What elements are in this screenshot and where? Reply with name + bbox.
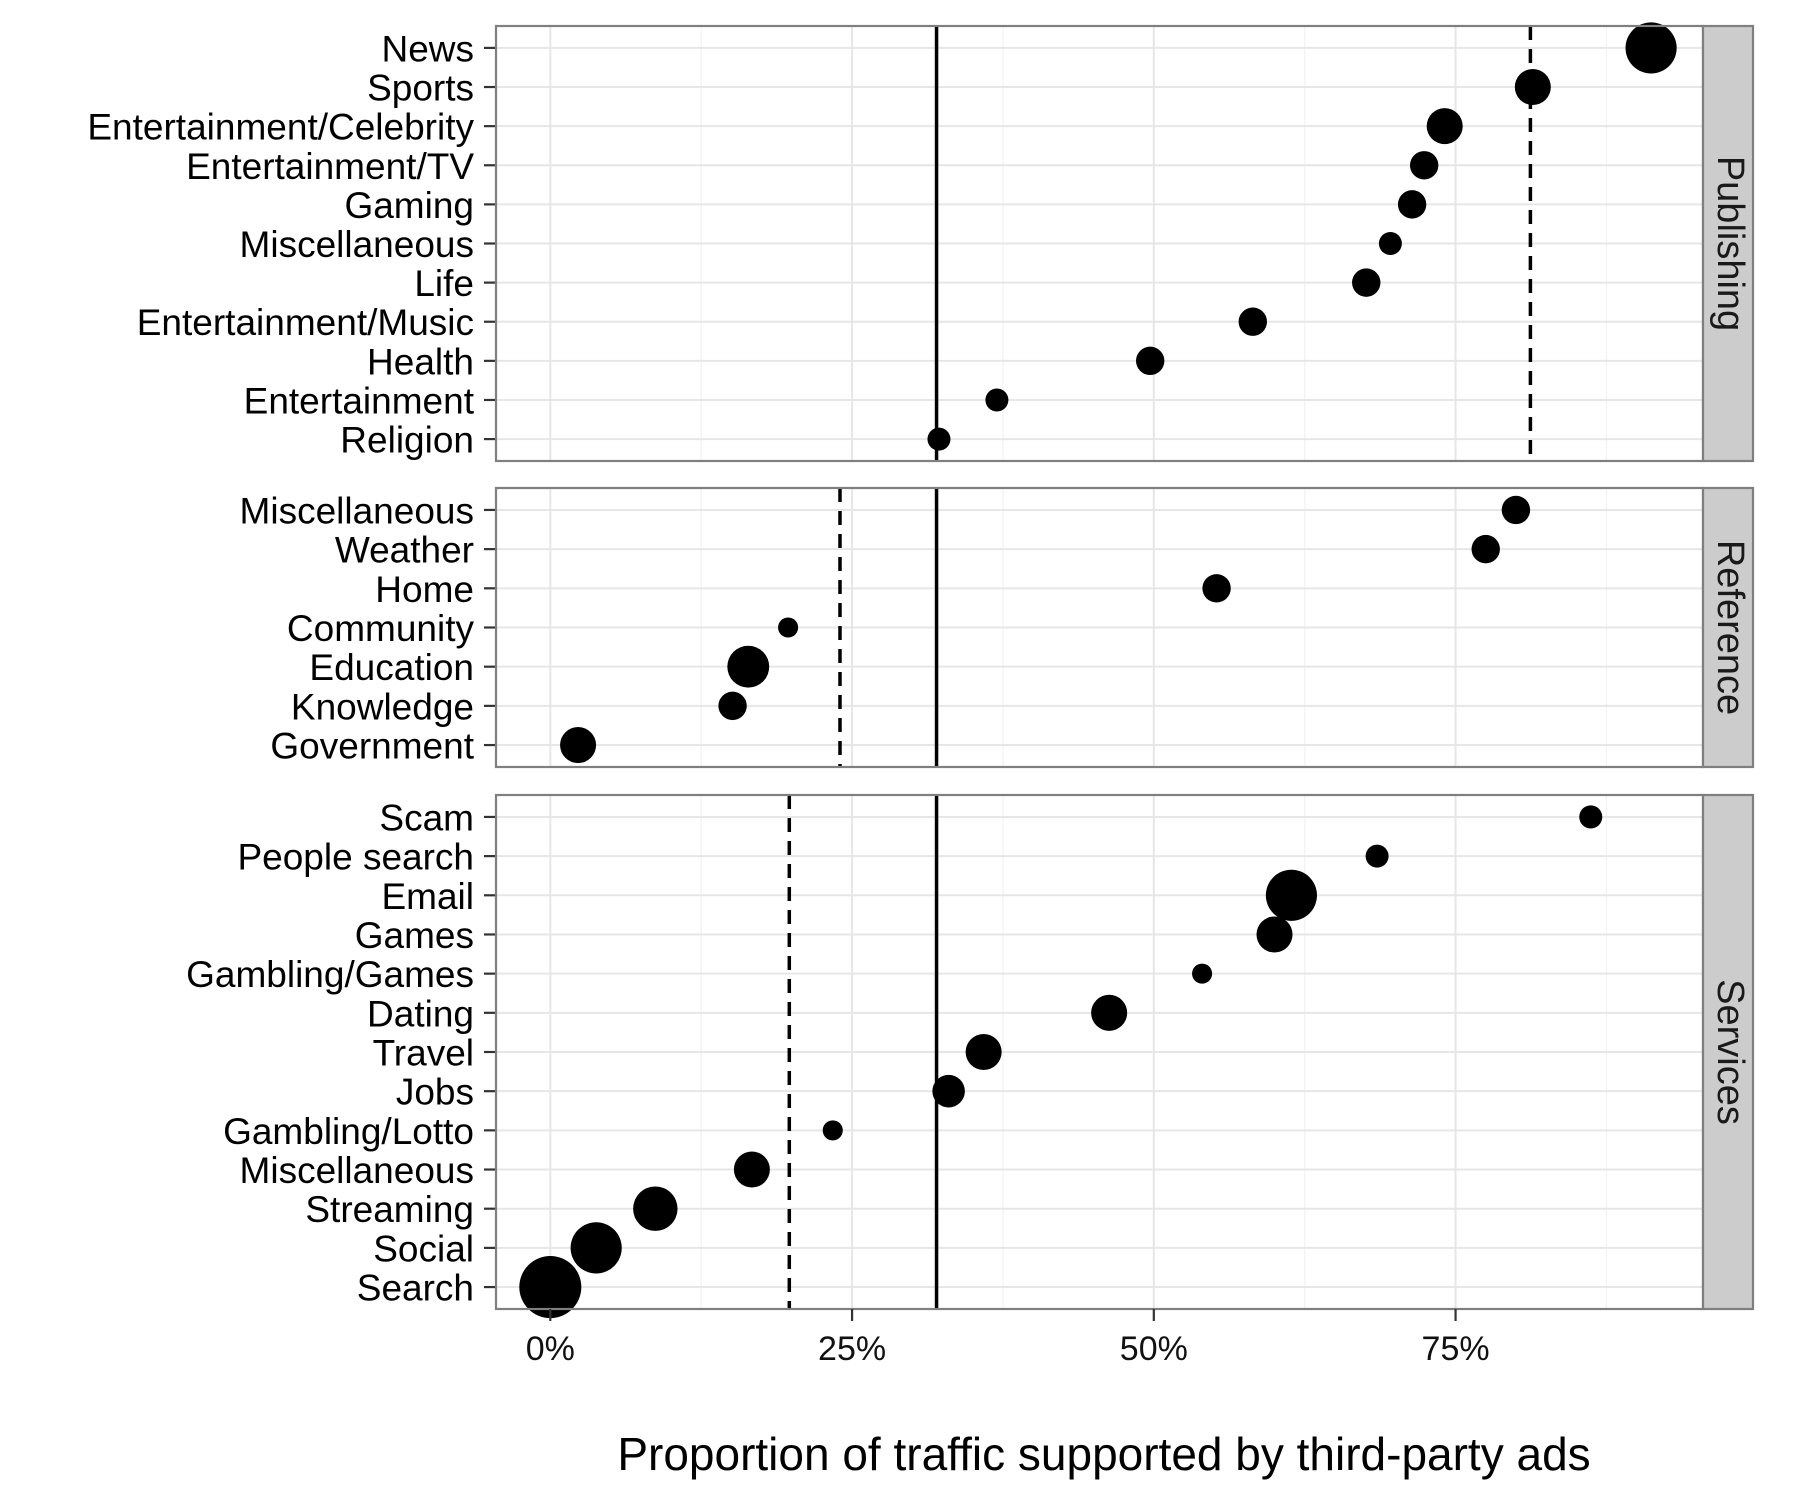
data-point	[727, 645, 770, 688]
category-label: Gaming	[344, 185, 474, 226]
data-point	[778, 617, 799, 638]
category-label: Email	[381, 876, 474, 917]
data-point	[1265, 869, 1317, 921]
category-label: Miscellaneous	[240, 490, 474, 531]
data-point	[1256, 916, 1293, 953]
category-label: Knowledge	[291, 686, 474, 727]
data-point	[1365, 844, 1389, 868]
x-axis: 0% 25% 50% 75%	[526, 1309, 1490, 1368]
category-label: Entertainment	[244, 380, 475, 421]
data-point	[560, 727, 597, 764]
data-point	[1501, 495, 1531, 525]
category-label: Government	[270, 726, 474, 767]
category-label: Religion	[340, 420, 474, 461]
category-label: Search	[357, 1268, 474, 1309]
data-point	[1202, 574, 1231, 603]
data-point	[1514, 69, 1551, 106]
category-label: Health	[367, 341, 474, 382]
data-point	[633, 1186, 678, 1231]
category-label: Miscellaneous	[240, 1150, 474, 1191]
facet-strip	[1701, 24, 1755, 463]
data-point	[1625, 22, 1677, 74]
panels-layer: NewsSportsEntertainment/CelebrityEnterta…	[87, 22, 1755, 1368]
x-axis-title: Proportion of traffic supported by third…	[617, 1428, 1590, 1480]
data-point	[1579, 805, 1603, 829]
category-label: Streaming	[305, 1189, 474, 1230]
data-point	[1135, 346, 1165, 376]
category-label: Games	[355, 915, 474, 956]
category-label: Social	[373, 1228, 474, 1269]
data-point	[1409, 151, 1439, 180]
data-point	[1378, 231, 1402, 256]
panel-reference: MiscellaneousWeatherHomeCommunityEducati…	[240, 486, 1755, 769]
panel-publishing: NewsSportsEntertainment/CelebrityEnterta…	[87, 22, 1755, 463]
data-point	[822, 1120, 843, 1141]
data-point	[927, 427, 951, 451]
data-point	[519, 1256, 582, 1319]
x-tick-label: 25%	[818, 1330, 886, 1368]
data-point	[733, 1151, 770, 1188]
data-point	[1397, 190, 1427, 219]
data-point	[985, 388, 1009, 412]
x-tick-label: 75%	[1422, 1330, 1490, 1368]
category-label: Dating	[367, 993, 474, 1034]
category-label: Home	[375, 569, 474, 610]
category-label: Gambling/Lotto	[223, 1111, 474, 1152]
category-label: Weather	[335, 530, 474, 571]
category-label: Entertainment/TV	[186, 146, 474, 187]
category-label: Life	[414, 263, 474, 304]
data-point	[718, 691, 747, 721]
data-point	[1471, 534, 1500, 564]
facet-strip-label: Publishing	[1709, 156, 1751, 331]
data-point	[570, 1222, 622, 1274]
category-label: Entertainment/Music	[137, 302, 474, 343]
data-point	[1352, 268, 1381, 297]
facet-strip-label: Services	[1709, 979, 1751, 1125]
x-tick-label: 0%	[526, 1330, 575, 1368]
data-point	[1192, 963, 1213, 984]
category-label: Travel	[373, 1033, 474, 1074]
category-label: Sports	[367, 68, 474, 109]
category-label: People search	[237, 837, 474, 878]
category-label: Scam	[379, 797, 474, 838]
category-label: Gambling/Games	[186, 954, 474, 995]
data-point	[965, 1033, 1002, 1071]
facet-strip	[1701, 486, 1755, 769]
facet-strip	[1701, 793, 1755, 1311]
category-label: Entertainment/Celebrity	[87, 107, 474, 148]
facet-strip-label: Reference	[1709, 540, 1751, 715]
category-label: Community	[287, 608, 475, 649]
data-point	[1238, 307, 1267, 336]
category-label: Jobs	[396, 1072, 474, 1113]
data-point	[1426, 108, 1463, 145]
data-point	[1091, 994, 1128, 1031]
x-tick-label: 50%	[1120, 1330, 1188, 1368]
category-label: News	[381, 28, 474, 69]
data-point	[932, 1074, 965, 1108]
category-label: Education	[309, 647, 474, 688]
category-label: Miscellaneous	[240, 224, 474, 265]
